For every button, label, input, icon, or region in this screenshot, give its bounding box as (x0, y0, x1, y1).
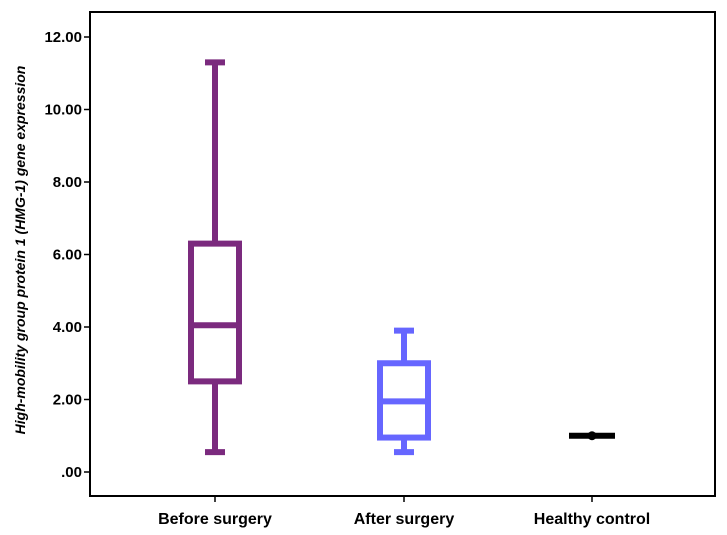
y-tick-label: 12.00 (44, 29, 82, 46)
median-marker (587, 431, 597, 441)
y-tick-label: .00 (61, 464, 82, 481)
x-tick-label: After surgery (354, 511, 455, 528)
y-tick-label: 4.00 (53, 319, 82, 336)
iqr-box (188, 240, 242, 385)
y-tick-label: 8.00 (53, 174, 82, 191)
box-healthy-control (569, 431, 615, 441)
y-axis: .00 2.00 4.00 6.00 8.00 10.00 12.00 (44, 29, 90, 481)
box-before-surgery (188, 59, 242, 456)
box-after-surgery (377, 327, 431, 456)
y-axis-title: High-mobility group protein 1 (HMG-1) ge… (12, 66, 28, 435)
x-axis: Before surgery After surgery Healthy contr… (158, 496, 650, 528)
y-tick-label: 2.00 (53, 392, 82, 409)
y-tick-label: 10.00 (44, 102, 82, 119)
x-tick-label: Before surgery (158, 511, 272, 528)
box-series (188, 59, 615, 456)
y-tick-label: 6.00 (53, 247, 82, 264)
x-tick-label: Healthy control (534, 511, 650, 528)
